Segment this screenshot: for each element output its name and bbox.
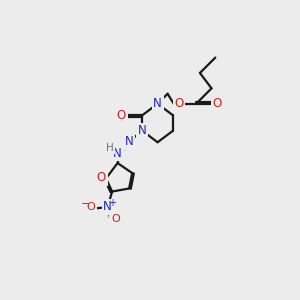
Text: +: + — [108, 198, 116, 208]
Text: O: O — [111, 214, 120, 224]
Text: −: − — [80, 199, 90, 209]
Text: N: N — [125, 135, 134, 148]
Text: H: H — [106, 143, 114, 153]
Text: O: O — [97, 171, 106, 184]
Text: N: N — [138, 124, 147, 137]
Text: N: N — [113, 146, 122, 160]
Text: O: O — [117, 109, 126, 122]
Text: N: N — [153, 97, 162, 110]
Text: O: O — [175, 97, 184, 110]
Text: N: N — [103, 200, 112, 213]
Text: O: O — [86, 202, 95, 212]
Text: O: O — [212, 97, 221, 110]
